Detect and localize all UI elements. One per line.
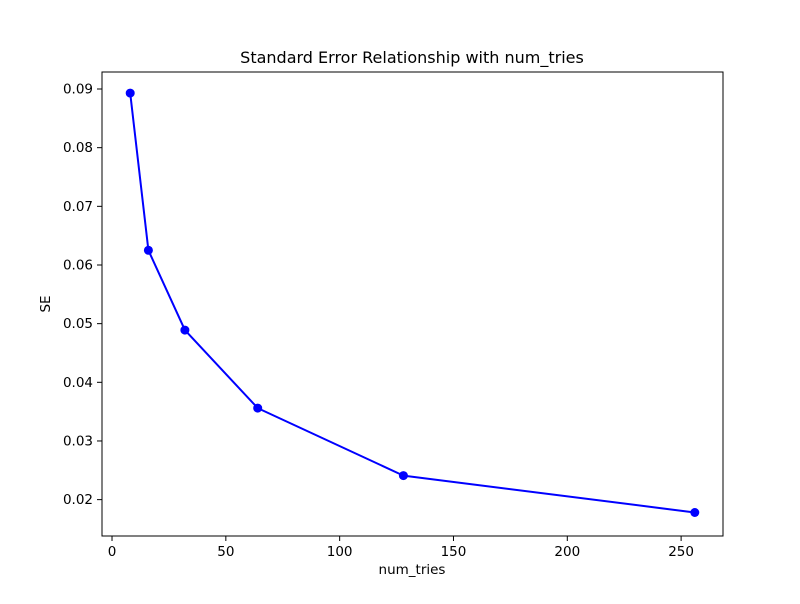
series-layer xyxy=(125,88,700,517)
chart-title: Standard Error Relationship with num_tri… xyxy=(240,48,584,68)
y-tick-label: 0.09 xyxy=(63,82,93,98)
y-tick-label: 0.08 xyxy=(63,140,93,156)
data-point-marker xyxy=(143,245,153,255)
x-axis-label: num_tries xyxy=(379,562,446,578)
data-point-marker xyxy=(125,88,135,98)
y-axis-label: SE xyxy=(38,295,54,312)
y-tick-label: 0.02 xyxy=(63,492,93,508)
y-tick-label: 0.03 xyxy=(63,433,93,449)
plot-area-frame xyxy=(101,71,724,537)
data-point-marker xyxy=(180,325,190,335)
ticks-layer: 0 50 100 150 200 250 0.02 0.03 0.04 0.05 0.06 0.07 0… xyxy=(63,82,694,560)
data-point-marker xyxy=(398,471,408,481)
x-tick-label: 250 xyxy=(668,544,694,560)
x-tick-label: 0 xyxy=(108,544,117,560)
y-tick-label: 0.06 xyxy=(63,257,93,273)
x-tick-label: 100 xyxy=(327,544,353,560)
y-tick-label: 0.04 xyxy=(63,375,93,391)
y-tick-label: 0.05 xyxy=(63,316,93,332)
se-line xyxy=(129,92,696,514)
x-tick-label: 200 xyxy=(554,544,580,560)
x-tick-label: 150 xyxy=(441,544,467,560)
y-tick-label: 0.07 xyxy=(63,199,93,215)
x-tick-label: 50 xyxy=(217,544,234,560)
data-point-marker xyxy=(253,403,263,413)
data-point-marker xyxy=(690,508,700,517)
